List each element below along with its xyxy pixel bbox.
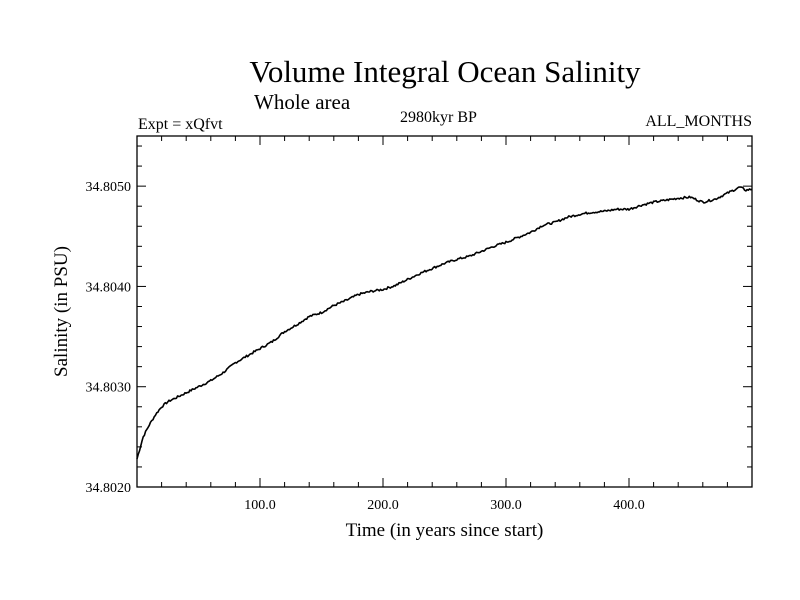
y-tick-label: 34.8030 [86,381,132,396]
experiment-label: Expt = xQfvt [138,116,223,133]
y-tick-label: 34.8040 [86,280,132,295]
x-tick-label: 400.0 [613,498,645,513]
axis-ticks [137,136,752,487]
plot-frame [136,135,753,488]
chart-subtitle: Whole area [254,90,351,114]
x-tick-label: 100.0 [244,498,276,513]
y-axis-label: Salinity (in PSU) [51,246,72,377]
x-tick-label: 300.0 [490,498,522,513]
y-tick-label: 34.8020 [86,481,132,496]
period-label: 2980kyr BP [400,109,477,126]
chart-title: Volume Integral Ocean Salinity [249,54,641,89]
tick-labels: 100.0 200.0 300.0 400.0 34.8020 34.8030 34.804… [86,180,645,513]
x-tick-label: 200.0 [367,498,399,513]
x-axis-label: Time (in years since start) [346,520,544,541]
y-tick-label: 34.8050 [86,180,132,195]
salinity-series-line [136,186,753,460]
months-label: ALL_MONTHS [645,113,752,130]
